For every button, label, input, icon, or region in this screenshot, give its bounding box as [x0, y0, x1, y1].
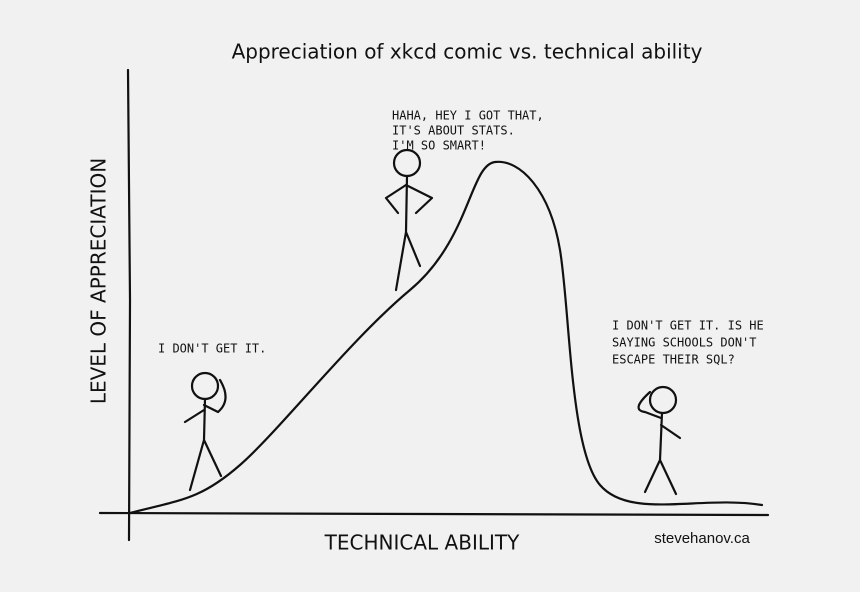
- annotation: I DON'T GET IT. IS HE: [612, 319, 764, 333]
- figure-left: [183, 371, 227, 492]
- x-label: TECHNICAL ABILITY: [324, 531, 520, 555]
- annotation: I DON'T GET IT.: [158, 342, 266, 356]
- x-axis: [98, 511, 770, 517]
- annotation: HAHA, HEY I GOT THAT,: [392, 109, 544, 123]
- credit: stevehanov.ca: [654, 530, 750, 547]
- title: Appreciation of xkcd comic vs. technical…: [232, 40, 703, 64]
- figure-right: [637, 385, 682, 496]
- curve: [128, 160, 764, 515]
- annotation: SAYING SCHOOLS DON'T: [612, 336, 757, 350]
- annotation: IT'S ABOUT STATS.: [392, 124, 515, 138]
- annotation: ESCAPE THEIR SQL?: [612, 353, 735, 367]
- y-axis: [126, 68, 132, 542]
- annotation: I'M SO SMART!: [392, 139, 486, 153]
- y-label: LEVEL OF APPRECIATION: [87, 158, 111, 404]
- figure-middle: [384, 148, 434, 292]
